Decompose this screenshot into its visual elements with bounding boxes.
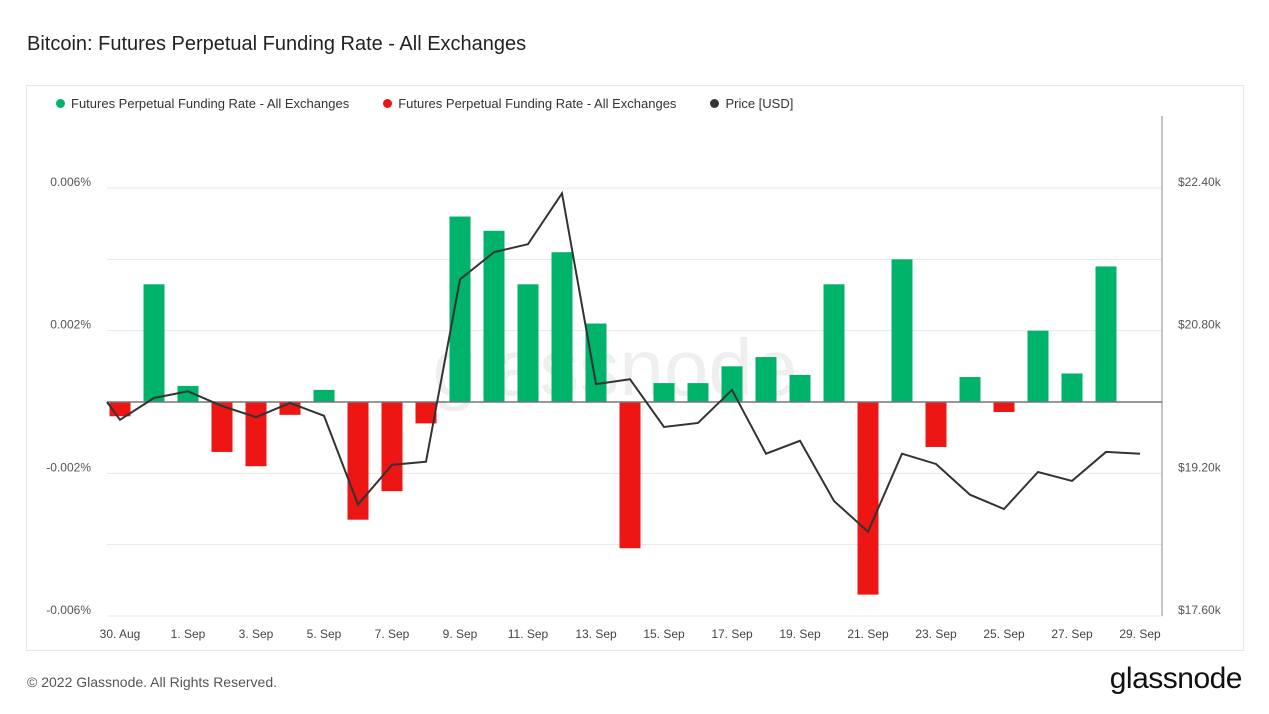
legend-label: Futures Perpetual Funding Rate - All Exc… xyxy=(71,96,350,111)
y-right-tick-label: $17.60k xyxy=(1178,603,1222,617)
x-tick-label: 21. Sep xyxy=(847,627,889,641)
red-dot-icon xyxy=(383,99,393,108)
green-dot-icon xyxy=(56,99,65,108)
bar-positive xyxy=(721,366,743,402)
bar-negative xyxy=(857,402,879,595)
x-tick-label: 7. Sep xyxy=(375,627,410,641)
x-tick-label: 25. Sep xyxy=(983,627,1025,641)
x-tick-label: 13. Sep xyxy=(575,627,617,641)
x-tick-label: 15. Sep xyxy=(643,627,685,641)
glassnode-logo: glassnode xyxy=(1109,662,1243,695)
y-right-tick-label: $20.80k xyxy=(1178,318,1222,332)
x-tick-label: 5. Sep xyxy=(307,627,342,641)
price-line xyxy=(106,190,1141,534)
bar-positive xyxy=(1027,330,1049,402)
bar-negative xyxy=(211,402,233,452)
legend-item-positive[interactable]: Futures Perpetual Funding Rate - All Exc… xyxy=(56,96,349,111)
y-left-tick-label: -0.002% xyxy=(46,460,91,474)
chart-panel xyxy=(26,85,1244,651)
bar-positive xyxy=(551,252,573,402)
x-tick-label: 11. Sep xyxy=(508,627,549,641)
black-dot-icon xyxy=(710,99,720,108)
bar-positive xyxy=(755,357,777,402)
bar-positive xyxy=(313,389,335,402)
legend-label: Price [USD] xyxy=(725,96,794,111)
bar-positive xyxy=(1061,373,1083,402)
legend: Futures Perpetual Funding Rate - All Exc… xyxy=(56,96,793,111)
x-tick-label: 29. Sep xyxy=(1119,627,1161,641)
y-left-tick-label: 0.002% xyxy=(50,318,91,332)
legend-item-price[interactable]: Price [USD] xyxy=(710,96,793,111)
bar-positive xyxy=(449,216,471,402)
legend-item-negative[interactable]: Futures Perpetual Funding Rate - All Exc… xyxy=(383,96,676,111)
bar-positive xyxy=(789,374,811,402)
bar-positive xyxy=(1095,266,1117,402)
y-left-tick-label: 0.006% xyxy=(50,175,91,189)
x-tick-label: 9. Sep xyxy=(443,627,478,641)
bar-positive xyxy=(653,383,675,402)
bar-positive xyxy=(585,323,607,402)
bar-positive xyxy=(891,259,913,402)
y-right-tick-label: $19.20k xyxy=(1178,460,1222,474)
x-tick-label: 1. Sep xyxy=(171,627,206,641)
bar-positive xyxy=(517,284,539,402)
x-tick-label: 27. Sep xyxy=(1051,627,1093,641)
bar-negative xyxy=(381,402,403,492)
bar-negative xyxy=(993,402,1015,412)
copyright: © 2022 Glassnode. All Rights Reserved. xyxy=(27,674,278,690)
y-left-tick-label: -0.006% xyxy=(46,603,91,617)
x-tick-label: 17. Sep xyxy=(711,627,753,641)
x-tick-label: 19. Sep xyxy=(779,627,821,641)
x-tick-label: 23. Sep xyxy=(915,627,957,641)
bar-positive xyxy=(687,383,709,402)
bar-positive xyxy=(143,284,165,402)
page-title: Bitcoin: Futures Perpetual Funding Rate … xyxy=(27,33,527,55)
x-tick-label: 3. Sep xyxy=(239,627,274,641)
bar-negative xyxy=(415,402,437,424)
bar-negative xyxy=(619,402,641,549)
bar-positive xyxy=(959,377,981,402)
bar-positive xyxy=(177,385,199,402)
bar-positive xyxy=(823,284,845,402)
bar-negative xyxy=(925,402,947,447)
bar-positive xyxy=(483,230,505,402)
legend-label: Futures Perpetual Funding Rate - All Exc… xyxy=(398,96,677,111)
y-right-tick-label: $22.40k xyxy=(1178,175,1222,189)
bar-negative xyxy=(245,402,267,467)
x-tick-label: 30. Aug xyxy=(100,627,141,641)
